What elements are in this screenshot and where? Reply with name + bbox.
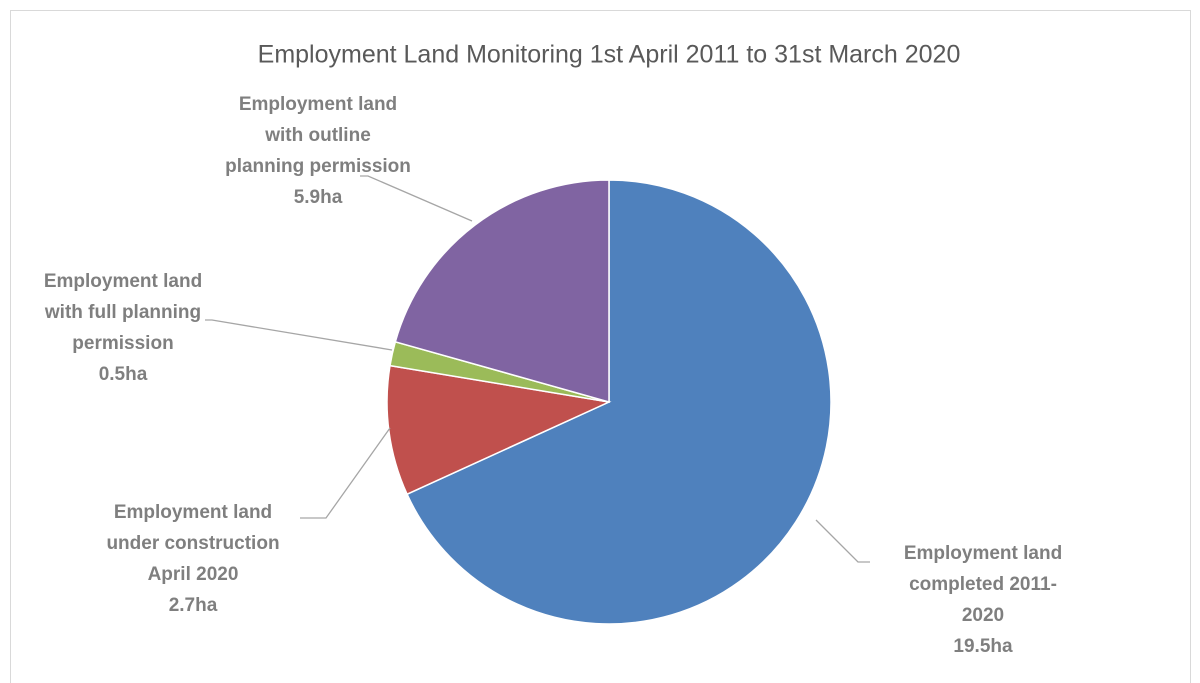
data-label: Employment land completed 2011- 2020 19.5…	[904, 538, 1062, 662]
leader-line	[205, 319, 393, 351]
leader-line	[300, 427, 391, 519]
value-label: 5.9ha	[293, 187, 343, 208]
leader-line	[360, 175, 473, 222]
pie-slice	[386, 364, 612, 496]
pie-slice	[394, 179, 610, 403]
chart-border	[10, 10, 1191, 683]
category-label: Employment land with full planning permi…	[43, 271, 203, 354]
category-label: Employment land under construction April…	[106, 502, 280, 585]
data-label: Employment land under construction April…	[106, 497, 279, 621]
leader-line	[815, 519, 870, 563]
data-label: Employment land with full planning permi…	[44, 266, 202, 390]
value-label: 19.5ha	[953, 636, 1013, 657]
category-label: Employment land with outline planning pe…	[225, 94, 411, 177]
pie-slice	[406, 179, 832, 625]
chart-title: Employment Land Monitoring 1st April 201…	[258, 41, 961, 69]
category-label: Employment land completed 2011- 2020	[903, 543, 1063, 626]
value-label: 2.7ha	[168, 595, 218, 616]
data-label: Employment land with outline planning pe…	[225, 89, 411, 213]
value-label: 0.5ha	[98, 364, 148, 385]
leader-lines	[205, 175, 870, 563]
